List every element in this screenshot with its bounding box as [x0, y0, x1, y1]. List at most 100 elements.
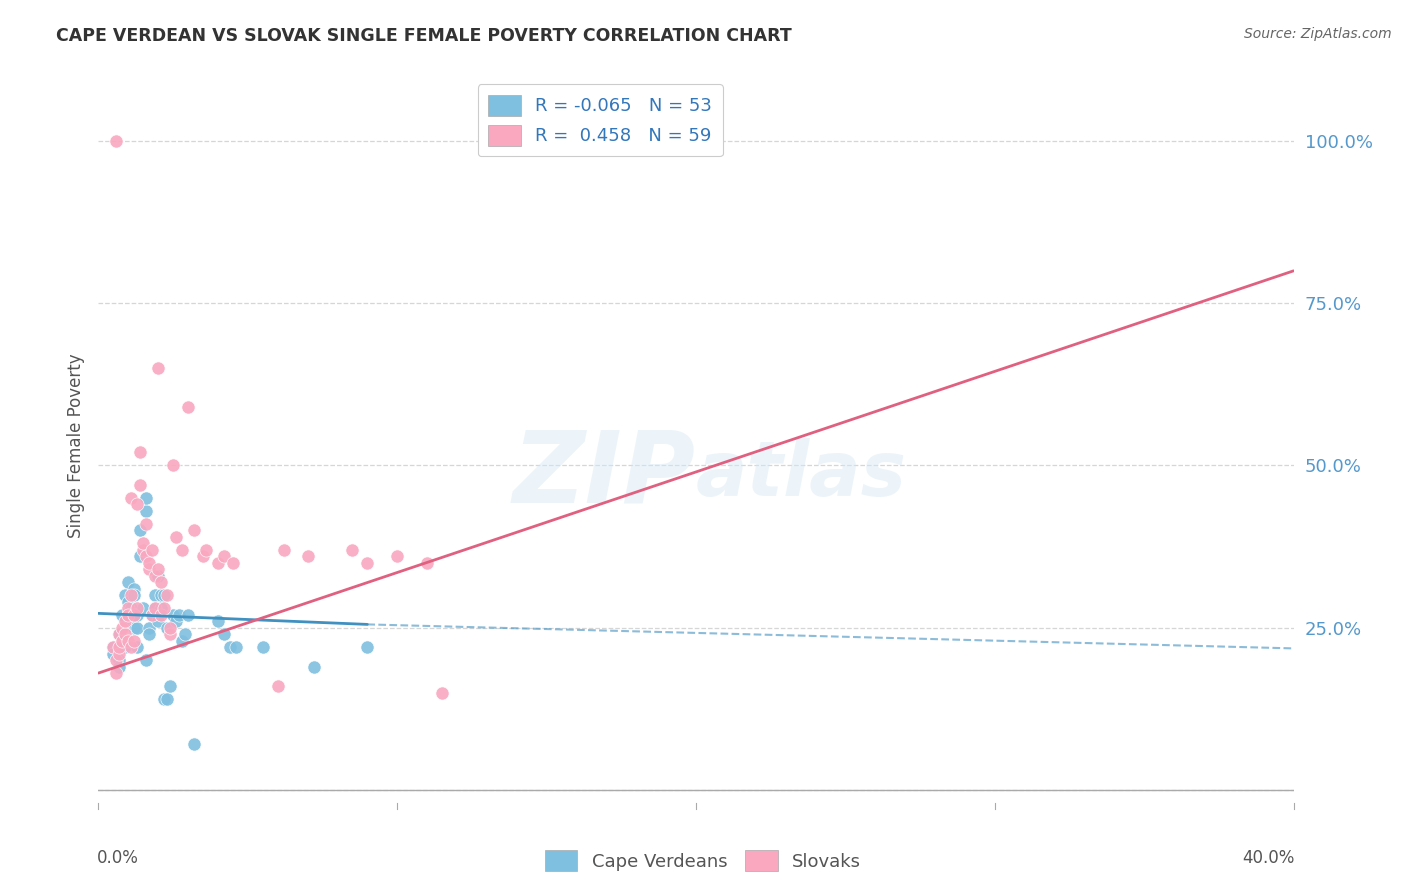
Point [111, 607, 134, 622]
Point [108, 659, 131, 673]
Point [135, 549, 157, 564]
Point [120, 640, 142, 654]
Point [143, 601, 166, 615]
Point [111, 621, 134, 635]
Point [117, 575, 139, 590]
Point [150, 607, 173, 622]
Point [342, 542, 364, 557]
Point [103, 647, 125, 661]
Point [129, 549, 152, 564]
Text: 0.0%: 0.0% [97, 849, 139, 867]
Point [148, 562, 170, 576]
Point [129, 478, 152, 492]
Point [183, 738, 205, 752]
Text: 40.0%: 40.0% [1243, 849, 1295, 867]
Text: Source: ZipAtlas.com: Source: ZipAtlas.com [1244, 27, 1392, 41]
Point [165, 614, 187, 628]
Point [127, 497, 149, 511]
Point [138, 627, 160, 641]
Point [212, 627, 235, 641]
Point [159, 627, 181, 641]
Point [159, 679, 181, 693]
Point [105, 653, 128, 667]
Point [162, 458, 184, 473]
Point [159, 621, 181, 635]
Point [219, 640, 242, 654]
Point [132, 542, 155, 557]
Point [124, 633, 146, 648]
Point [385, 549, 409, 564]
Point [114, 640, 136, 654]
Point [114, 627, 136, 641]
Point [124, 621, 146, 635]
Point [138, 556, 160, 570]
Point [108, 640, 131, 654]
Point [153, 588, 176, 602]
Y-axis label: Single Female Poverty: Single Female Poverty [66, 354, 84, 538]
Point [135, 491, 157, 505]
Point [120, 491, 142, 505]
Point [141, 607, 163, 622]
Point [117, 633, 139, 648]
Point [195, 542, 218, 557]
Point [207, 614, 229, 628]
Point [416, 556, 439, 570]
Point [103, 640, 125, 654]
Point [162, 607, 184, 622]
Point [141, 542, 163, 557]
Legend: R = -0.065   N = 53, R =  0.458   N = 59: R = -0.065 N = 53, R = 0.458 N = 59 [478, 84, 723, 156]
Point [127, 601, 149, 615]
Point [127, 621, 149, 635]
Point [183, 524, 205, 538]
Point [103, 640, 125, 654]
Point [191, 549, 214, 564]
Point [127, 607, 149, 622]
Point [153, 692, 176, 706]
Point [143, 601, 166, 615]
Point [108, 647, 131, 661]
Point [114, 614, 136, 628]
Point [117, 607, 139, 622]
Point [124, 588, 146, 602]
Point [273, 542, 295, 557]
Point [207, 556, 229, 570]
Point [177, 400, 200, 414]
Point [135, 504, 157, 518]
Point [132, 601, 155, 615]
Point [127, 640, 149, 654]
Point [143, 588, 166, 602]
Point [174, 627, 197, 641]
Point [225, 640, 247, 654]
Point [129, 524, 152, 538]
Text: ZIP: ZIP [513, 426, 696, 523]
Point [132, 536, 155, 550]
Point [111, 633, 134, 648]
Point [114, 588, 136, 602]
Point [117, 595, 139, 609]
Point [141, 607, 163, 622]
Point [177, 607, 200, 622]
Point [108, 653, 131, 667]
Point [120, 601, 142, 615]
Text: CAPE VERDEAN VS SLOVAK SINGLE FEMALE POVERTY CORRELATION CHART: CAPE VERDEAN VS SLOVAK SINGLE FEMALE POV… [56, 27, 792, 45]
Point [356, 556, 378, 570]
Point [172, 542, 194, 557]
Point [222, 556, 245, 570]
Point [143, 568, 166, 582]
Point [105, 666, 128, 681]
Point [172, 633, 194, 648]
Point [153, 601, 176, 615]
Point [124, 607, 146, 622]
Point [135, 516, 157, 531]
Point [297, 549, 319, 564]
Point [120, 588, 142, 602]
Point [430, 685, 453, 699]
Point [108, 627, 131, 641]
Point [150, 575, 173, 590]
Point [117, 607, 139, 622]
Point [117, 601, 139, 615]
Point [129, 445, 152, 459]
Point [135, 653, 157, 667]
Point [150, 588, 173, 602]
Point [138, 562, 160, 576]
